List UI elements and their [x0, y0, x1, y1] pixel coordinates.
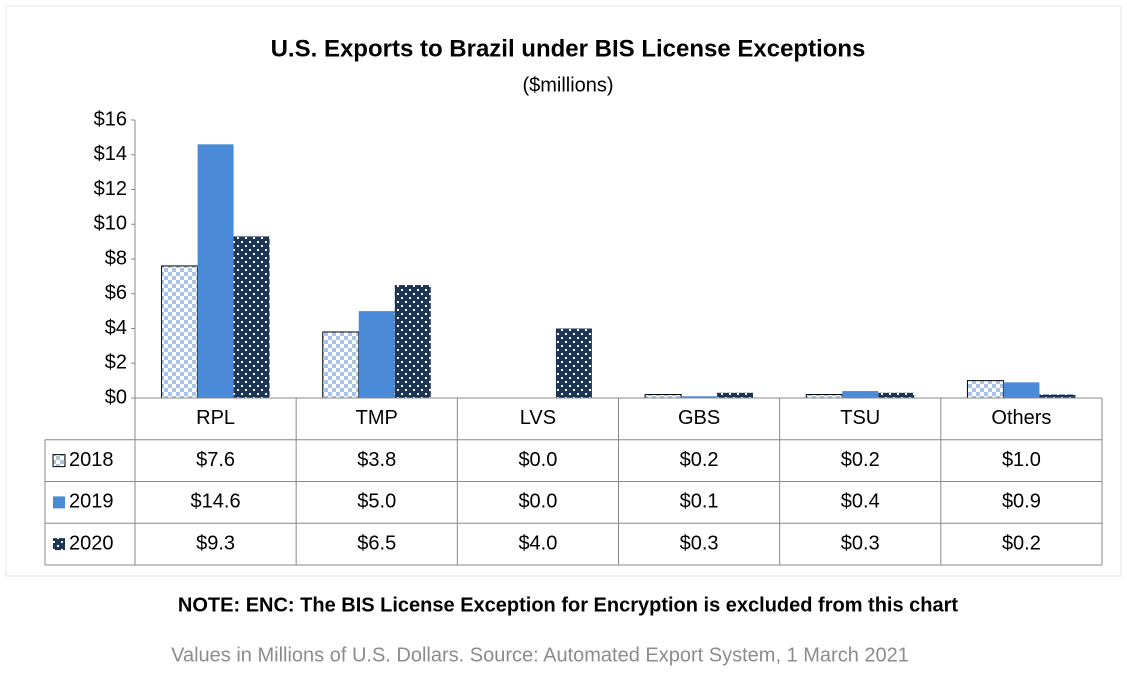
- source: Values in Millions of U.S. Dollars. Sour…: [171, 644, 909, 666]
- x-tick-label: Others: [991, 407, 1051, 429]
- y-tick-label: $12: [94, 178, 127, 200]
- x-tick-label: TSU: [840, 407, 880, 429]
- bar: [555, 328, 592, 398]
- bar: [717, 392, 754, 398]
- legend-label: 2019: [69, 491, 114, 513]
- legend-key: [53, 538, 65, 551]
- table-value: $4.0: [518, 532, 557, 554]
- table-value: $9.3: [196, 532, 235, 554]
- table-value: $0.0: [518, 491, 557, 513]
- table-value: $0.0: [518, 449, 557, 471]
- bar: [1003, 382, 1040, 398]
- x-tick-label: LVS: [520, 407, 556, 429]
- bar: [681, 396, 718, 398]
- y-tick-label: $0: [105, 386, 127, 408]
- y-tick-label: $10: [94, 213, 127, 235]
- table-value: $7.6: [196, 449, 235, 471]
- bar: [644, 394, 682, 399]
- bar: [394, 285, 431, 398]
- y-tick-label: $14: [94, 143, 127, 165]
- chart-border: [5, 5, 1122, 577]
- y-tick-label: $4: [105, 317, 127, 339]
- note: NOTE: ENC: The BIS License Exception for…: [178, 594, 958, 616]
- bar: [358, 311, 395, 398]
- legend-key: [52, 454, 66, 468]
- y-tick-label: $6: [105, 282, 127, 304]
- y-tick-label: $16: [94, 108, 127, 130]
- table-value: $0.3: [680, 532, 719, 554]
- bar: [322, 331, 360, 399]
- table-value: $0.2: [680, 449, 719, 471]
- bar: [197, 144, 234, 398]
- x-tick-label: RPL: [196, 407, 235, 429]
- legend-label: 2018: [69, 449, 114, 471]
- bar: [878, 392, 915, 398]
- bar: [842, 391, 879, 398]
- chart-subtitle: ($millions): [522, 74, 613, 96]
- legend-label: 2020: [69, 532, 114, 554]
- legend-key: [53, 496, 65, 509]
- bar: [161, 265, 199, 399]
- table-value: $14.6: [191, 491, 241, 513]
- bar: [966, 380, 1004, 399]
- y-tick-label: $8: [105, 247, 127, 269]
- table-value: $5.0: [357, 491, 396, 513]
- table-value: $0.2: [1002, 532, 1041, 554]
- y-tick-label: $2: [105, 352, 127, 374]
- x-tick-label: TMP: [356, 407, 398, 429]
- table-value: $0.4: [841, 491, 880, 513]
- bar: [805, 394, 843, 399]
- table-value: $0.1: [680, 491, 719, 513]
- table-value: $0.3: [841, 532, 880, 554]
- bar: [233, 236, 270, 398]
- bar: [1039, 394, 1076, 398]
- table-value: $0.9: [1002, 491, 1041, 513]
- table-value: $6.5: [357, 532, 396, 554]
- x-tick-label: GBS: [678, 407, 720, 429]
- table-value: $3.8: [357, 449, 396, 471]
- table-value: $1.0: [1002, 449, 1041, 471]
- table-value: $0.2: [841, 449, 880, 471]
- chart-title: U.S. Exports to Brazil under BIS License…: [271, 35, 866, 62]
